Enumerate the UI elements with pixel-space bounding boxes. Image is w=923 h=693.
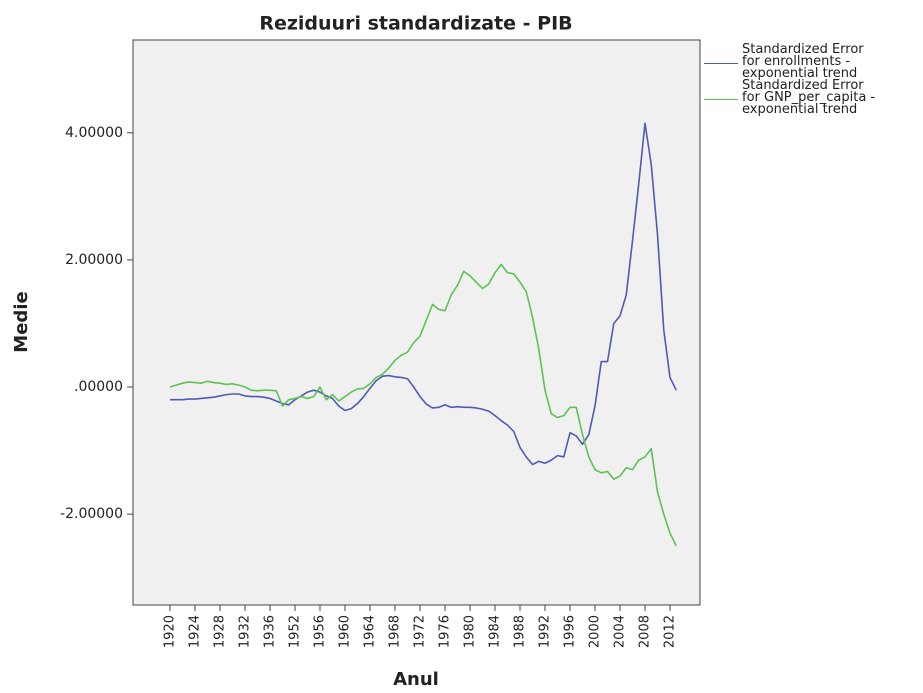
plot-area [132, 39, 701, 606]
x-tick-label: 1980 [463, 615, 478, 648]
x-tick-label: 1928 [213, 615, 228, 648]
x-tick-label: 2008 [638, 615, 653, 648]
x-tick-label: 2000 [588, 615, 603, 648]
y-axis-label: Medie [11, 291, 32, 352]
legend-swatch [704, 99, 738, 100]
x-tick-label: 1972 [413, 615, 428, 648]
y-tick-label: -2.00000 [60, 506, 123, 522]
x-tick-label: 1924 [188, 615, 203, 648]
x-tick-label: 1936 [263, 615, 278, 648]
x-tick-label: 1960 [338, 615, 353, 648]
legend-swatch [704, 63, 738, 64]
series-line [170, 122, 677, 466]
legend: Standardized Error for enrollments - exp… [704, 42, 884, 117]
x-tick-label: 1984 [488, 615, 503, 648]
x-axis-label: Anul [393, 669, 439, 690]
legend-label: Standardized Error for enrollments - exp… [742, 42, 864, 81]
x-tick-label: 2004 [613, 615, 628, 648]
x-tick-label: 1988 [513, 615, 528, 648]
x-tick-label: 1996 [563, 615, 578, 648]
y-tick-label: .00000 [74, 379, 123, 395]
x-tick-label: 1952 [288, 615, 303, 648]
x-tick-label: 1956 [313, 615, 328, 648]
legend-item: Standardized Error for GNP_per_capita - … [704, 78, 884, 117]
series-line [169, 263, 677, 547]
x-tick-label: 1976 [438, 615, 453, 648]
y-tick-label: 2.00000 [65, 252, 123, 268]
x-tick-label: 1920 [163, 615, 178, 648]
x-tick-label: 1992 [538, 615, 553, 648]
x-tick-label: 1968 [388, 615, 403, 648]
y-tick-label: 4.00000 [65, 125, 123, 141]
legend-label: Standardized Error for GNP_per_capita - … [742, 78, 876, 117]
x-tick-label: 1964 [363, 615, 378, 648]
x-tick-label: 1932 [238, 615, 253, 648]
chart-title: Reziduuri standardizate - PIB [259, 13, 572, 35]
legend-item: Standardized Error for enrollments - exp… [704, 42, 884, 81]
x-tick-label: 2012 [663, 615, 678, 648]
